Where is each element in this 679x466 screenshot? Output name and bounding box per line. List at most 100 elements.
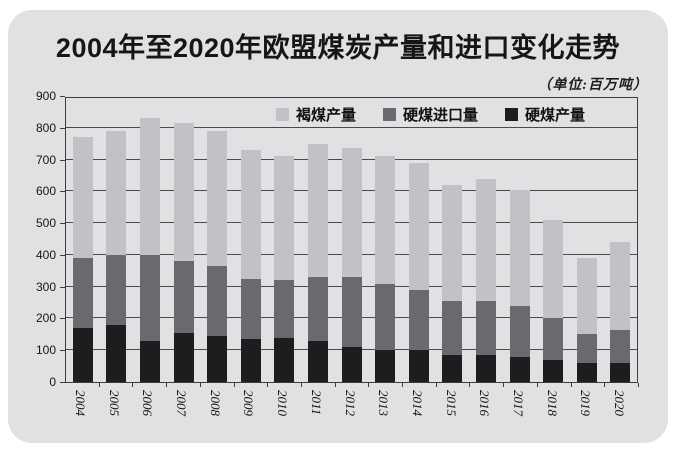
x-axis-tick [300,383,302,387]
bar-column-2004 [66,98,100,382]
bar-segment-褐煤产量 [475,178,496,301]
bar-segment-褐煤产量 [576,258,597,335]
y-axis-tick [60,127,65,129]
x-axis-year-label: 2004 [72,390,88,416]
bar-segment-硬煤进口量 [72,258,93,328]
plot-area: 褐煤产量 硬煤进口量 硬煤产量 [65,97,638,383]
x-axis-year-label: 2008 [207,390,223,416]
bar-segment-褐煤产量 [307,143,328,278]
x-axis-year-label: 2018 [544,390,560,416]
bar-segment-硬煤进口量 [307,277,328,341]
y-axis-tick [60,382,65,383]
bar-segment-褐煤产量 [106,130,127,255]
x-axis-year-label: 2014 [409,390,425,416]
y-axis-tick-label: 500 [35,216,56,231]
bar-column-2018 [536,98,570,382]
y-axis-tick [60,286,65,288]
y-axis-tick [60,96,65,97]
legend-label: 褐煤产量 [296,107,357,124]
bar-segment-硬煤产量 [475,355,496,382]
bar-segment-硬煤产量 [442,355,463,382]
bar-column-2014 [402,98,436,382]
x-axis-year-label: 2015 [443,390,459,416]
x-axis-tick [638,383,639,387]
bar-segment-硬煤产量 [375,350,396,382]
x-axis-tick [503,383,505,387]
bar-segment-硬煤进口量 [240,278,261,340]
y-axis-tick-label: 600 [35,184,56,199]
chart-card: 2004年至2020年欧盟煤炭产量和进口变化走势 （单位:百万吨） 褐煤产量 硬煤… [8,10,668,443]
bar-column-2019 [570,98,604,382]
bar-segment-硬煤产量 [139,340,160,382]
x-axis-year-label: 2006 [140,390,156,416]
x-axis-tick [570,383,572,387]
x-axis-tick [267,383,269,387]
legend-swatch [383,108,397,121]
bar-column-2007 [167,98,201,382]
bar-segment-硬煤产量 [173,332,194,382]
x-axis-tick [132,383,134,387]
bar-segment-褐煤产量 [341,148,362,278]
x-axis-year-label: 2012 [342,390,358,416]
bar-segment-硬煤产量 [509,356,530,382]
legend-item: 硬煤进口量 [383,104,478,125]
bar-segment-硬煤进口量 [139,254,160,341]
bar-segment-硬煤产量 [106,324,127,382]
bar-segment-硬煤产量 [274,337,295,382]
x-axis-tick [536,383,538,387]
bar-column-2012 [335,98,369,382]
bar-segment-褐煤产量 [408,162,429,290]
x-axis-year-label: 2016 [477,390,493,416]
legend-swatch [276,108,289,121]
x-axis-tick [233,383,235,387]
y-axis-tick [60,223,65,225]
x-axis-year-label: 2009 [241,390,257,416]
bar-column-2006 [133,98,167,382]
y-axis-tick [60,159,65,161]
x-axis-year-label: 2007 [173,390,189,416]
bar-segment-硬煤进口量 [509,305,530,357]
legend-label: 硬煤产量 [525,107,586,124]
y-axis-tick-label: 0 [49,375,56,389]
bar-segment-褐煤产量 [509,189,530,306]
x-axis-year-label: 2019 [578,390,594,416]
x-axis-tick [368,383,370,387]
bar-segment-硬煤进口量 [442,300,463,355]
bar-segment-硬煤进口量 [408,289,429,351]
bar-segment-硬煤进口量 [106,254,127,325]
y-axis-tick-label: 200 [35,311,56,326]
x-axis-year-label: 2017 [511,390,527,416]
bar-segment-褐煤产量 [610,242,631,330]
legend-swatch [505,108,519,121]
y-axis-tick-label: 400 [35,247,56,262]
x-axis-year-label: 2010 [275,390,291,416]
x-axis-year-label: 2013 [376,390,392,416]
bar-segment-硬煤产量 [408,350,429,382]
bar-segment-硬煤进口量 [475,300,496,355]
bar-segment-硬煤产量 [307,340,328,382]
legend-item: 褐煤产量 [276,104,356,125]
y-axis-tick [60,191,65,193]
x-axis-tick [435,383,437,387]
x-axis-year-label: 2020 [612,390,628,416]
bar-segment-硬煤进口量 [274,280,295,338]
bar-column-2017 [503,98,537,382]
bar-segment-硬煤进口量 [173,261,194,333]
bar-segment-褐煤产量 [72,137,93,259]
legend-item: 硬煤产量 [505,104,585,125]
x-axis-tick [166,383,168,387]
x-axis-tick [604,383,606,387]
bar-segment-硬煤产量 [543,359,564,382]
bar-column-2009 [234,98,268,382]
chart-area: 褐煤产量 硬煤进口量 硬煤产量 0 100 200 300 400 500 600 700 800 9… [36,90,639,416]
bar-segment-硬煤产量 [240,339,261,382]
bar-column-2010 [268,98,302,382]
y-axis-tick-label: 700 [35,152,56,167]
bar-segment-硬煤产量 [72,327,93,382]
y-axis-tick-label: 800 [35,120,56,135]
x-axis-year-label: 2011 [308,390,324,416]
bar-columns [66,98,637,382]
y-axis-tick [60,254,65,256]
bar-segment-硬煤进口量 [375,283,396,351]
